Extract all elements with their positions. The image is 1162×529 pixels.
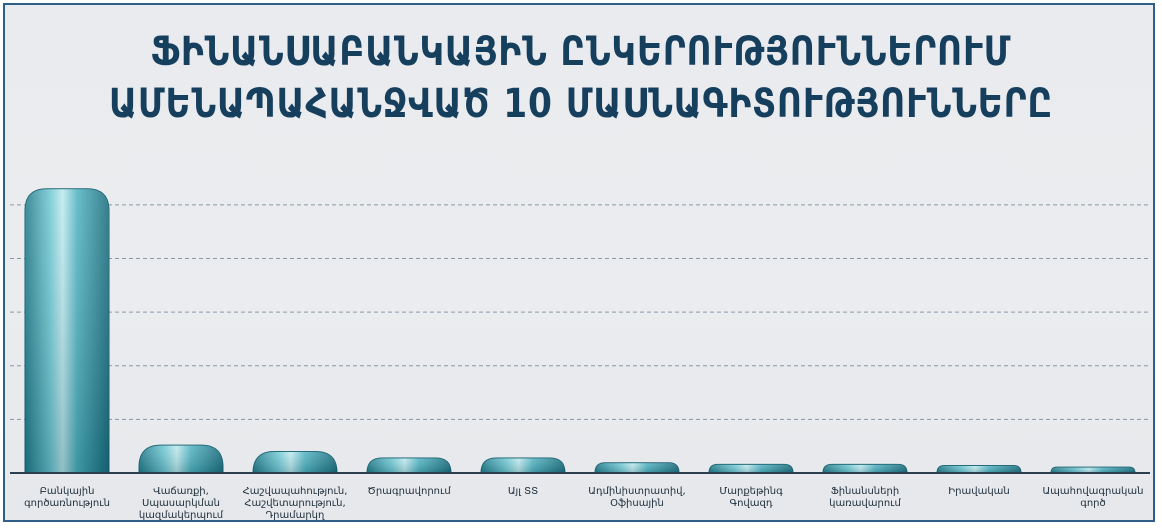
bar-4 bbox=[366, 457, 452, 474]
category-label-2: Վաճառքի, Սպասարկման կազմակերպում bbox=[139, 486, 224, 521]
category-label-4: Ծրագրավորում bbox=[367, 486, 451, 497]
chart-title: ՖԻՆԱՆՍԱԲԱՆԿԱՅԻՆ ԸՆԿԵՐՈՒԹՅՈՒՆՆԵՐՈՒՄ ԱՄԵՆԱ… bbox=[81, 26, 1080, 130]
category-label-3: Հաշվապահություն, Հաշվետարություն, Դրամարկղ bbox=[243, 486, 348, 521]
bars bbox=[24, 188, 1136, 474]
bar-7 bbox=[708, 463, 794, 474]
bar-9 bbox=[936, 464, 1022, 474]
chart-title-line-2: ԱՄԵՆԱՊԱՀԱՆՋՎԱԾ 10 ՄԱՍՆԱԳԻՏՈՒԹՅՈՒՆՆԵՐԸ bbox=[109, 81, 1053, 127]
bar-10 bbox=[1050, 466, 1136, 474]
category-label-6: Ադմինիստրատիվ, Օֆիսային bbox=[588, 486, 685, 509]
gridlines bbox=[10, 204, 1150, 420]
chart-frame bbox=[3, 3, 1155, 522]
bar-6 bbox=[594, 462, 680, 474]
bar-1 bbox=[24, 188, 110, 474]
bar-3 bbox=[252, 451, 338, 474]
category-label-1: Բանկային գործառնություն bbox=[24, 486, 110, 509]
category-label-7: Մարքեթինգ Գովազդ bbox=[719, 486, 783, 509]
bar-5 bbox=[480, 457, 566, 474]
bar-2 bbox=[138, 444, 224, 474]
category-label-8: Ֆինանսների կառավարում bbox=[829, 486, 901, 509]
category-label-10: Ապահովագրական գործ bbox=[1043, 486, 1144, 509]
category-label-5: Այլ ՏՏ bbox=[508, 486, 538, 497]
chart-title-line-1: ՖԻՆԱՆՍԱԲԱՆԿԱՅԻՆ ԸՆԿԵՐՈՒԹՅՈՒՆՆԵՐՈՒՄ bbox=[150, 29, 1012, 75]
category-labels: Բանկային գործառնություն Վաճառքի, Սպասարկման… bbox=[24, 486, 1143, 521]
bar-8 bbox=[822, 463, 908, 474]
category-label-9: Իրավական bbox=[948, 486, 1009, 497]
